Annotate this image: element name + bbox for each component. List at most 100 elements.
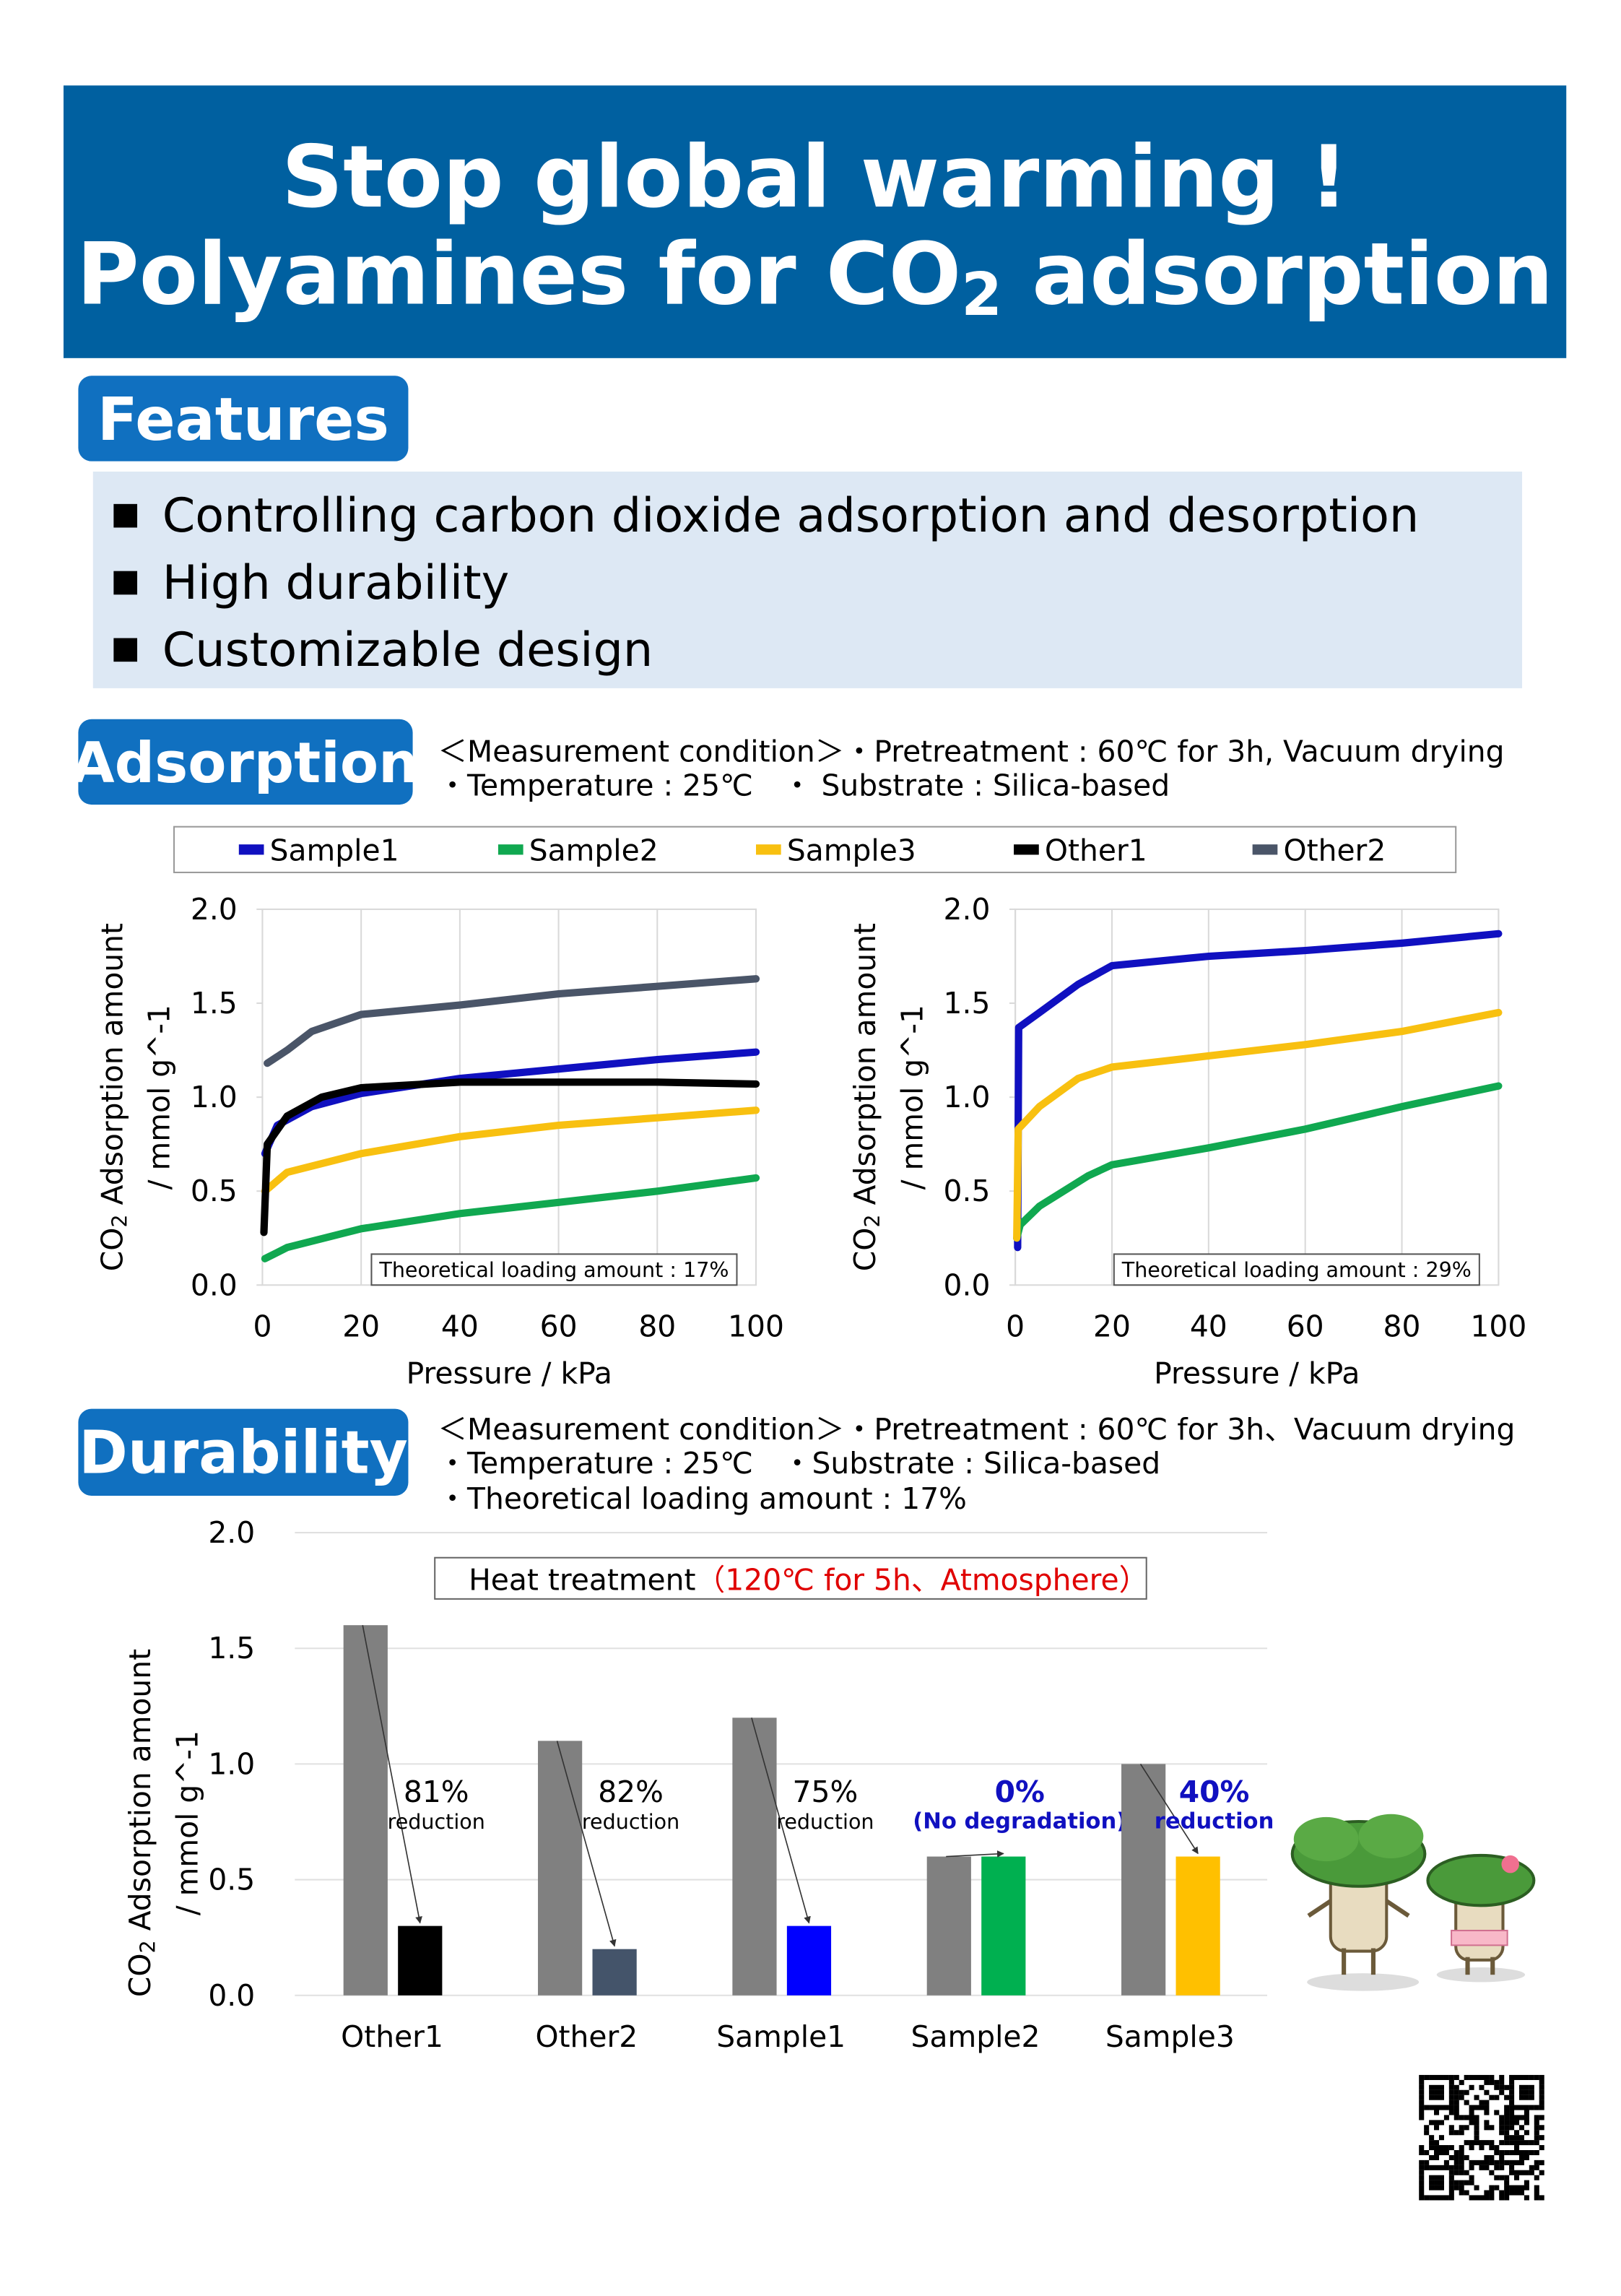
qr-module xyxy=(1539,2125,1544,2131)
qr-module xyxy=(1484,2100,1490,2105)
qr-module xyxy=(1443,2074,1449,2080)
qr-module xyxy=(1499,2079,1505,2085)
condition: ・Temperature : 25℃ ・Substrate : Silica-b… xyxy=(438,1446,1160,1481)
qr-module xyxy=(1434,2195,1440,2201)
qr-module xyxy=(1448,2079,1454,2085)
qr-module xyxy=(1489,2154,1495,2160)
y-tick-label: 1.0 xyxy=(191,1080,238,1114)
qr-module xyxy=(1484,2190,1490,2196)
qr-module xyxy=(1518,2140,1524,2146)
qr-module xyxy=(1459,2125,1464,2131)
qr-module xyxy=(1534,2135,1539,2141)
qr-module xyxy=(1459,2094,1464,2100)
qr-module xyxy=(1448,2130,1454,2136)
qr-module xyxy=(1434,2165,1440,2170)
condition: ＜Measurement condition＞・Pretreatment : 6… xyxy=(438,735,1504,769)
qr-module xyxy=(1424,2149,1430,2156)
qr-module xyxy=(1529,2105,1534,2110)
qr-module xyxy=(1484,2159,1490,2165)
qr-module xyxy=(1499,2074,1505,2080)
annotation-box xyxy=(1113,1253,1480,1286)
x-tick-label: 100 xyxy=(1470,1309,1526,1343)
plot-area xyxy=(1014,908,1500,1286)
qr-module xyxy=(1429,2105,1435,2110)
qr-module xyxy=(1419,2105,1425,2110)
x-tick-label: Other2 xyxy=(535,2019,638,2054)
qr-module xyxy=(1429,2165,1435,2170)
qr-module xyxy=(1524,2195,1529,2201)
qr-module xyxy=(1509,2190,1515,2196)
section-heading: Durability xyxy=(79,1418,408,1487)
qr-module xyxy=(1509,2149,1515,2156)
annotation-note: reduction xyxy=(776,1809,874,1834)
bar xyxy=(538,1741,583,1996)
qr-module xyxy=(1464,2140,1469,2146)
x-tick-label: 20 xyxy=(342,1309,380,1343)
legend-label: Sample3 xyxy=(787,833,916,867)
x-axis-title: Pressure / kPa xyxy=(1154,1356,1360,1391)
x-tick-label: 60 xyxy=(540,1309,578,1343)
qr-module xyxy=(1438,2074,1444,2080)
legend-swatch xyxy=(497,844,523,855)
qr-module xyxy=(1469,2145,1474,2151)
qr-module xyxy=(1443,2105,1449,2110)
condition: ・Theoretical loading amount : 17% xyxy=(438,1481,967,1516)
qr-module xyxy=(1419,2175,1425,2180)
qr-module xyxy=(1504,2175,1510,2180)
qr-module xyxy=(1504,2115,1510,2120)
qr-module xyxy=(1448,2089,1454,2095)
bullet xyxy=(113,638,138,662)
qr-module xyxy=(1499,2130,1505,2136)
y-axis-title: / mmol g^-1 xyxy=(142,1005,177,1190)
qr-module xyxy=(1514,2190,1520,2196)
qr-module xyxy=(1489,2079,1495,2085)
qr-module xyxy=(1524,2074,1529,2080)
y-axis-title-part: Adsorption amount xyxy=(848,923,882,1214)
qr-module xyxy=(1464,2125,1469,2131)
qr-module xyxy=(1479,2084,1485,2090)
qr-module xyxy=(1434,2125,1440,2131)
section-badge xyxy=(78,719,413,805)
qr-module xyxy=(1419,2159,1425,2165)
qr-module xyxy=(1484,2089,1490,2095)
qr-module xyxy=(1509,2089,1515,2095)
x-tick-label: 0 xyxy=(253,1309,271,1343)
qr-module xyxy=(1438,2149,1444,2156)
qr-module xyxy=(1529,2074,1534,2080)
qr-module xyxy=(1529,2170,1534,2175)
qr-module xyxy=(1424,2165,1430,2170)
y-tick-label: 2.0 xyxy=(944,892,991,927)
qr-module xyxy=(1504,2149,1510,2156)
x-tick-label: Sample3 xyxy=(1105,2019,1235,2054)
qr-module xyxy=(1484,2120,1490,2126)
qr-module xyxy=(1509,2094,1515,2100)
feature-item: Customizable design xyxy=(162,623,653,677)
qr-module xyxy=(1429,2145,1435,2151)
qr-module xyxy=(1494,2084,1500,2090)
y-tick-label: 1.5 xyxy=(944,986,991,1021)
x-tick-label: 80 xyxy=(1383,1309,1421,1343)
qr-module xyxy=(1448,2165,1454,2170)
qr-module xyxy=(1494,2159,1500,2165)
qr-module xyxy=(1469,2175,1474,2180)
qr-module xyxy=(1518,2074,1524,2080)
qr-module xyxy=(1509,2159,1515,2165)
qr-module xyxy=(1509,2170,1515,2175)
bullet xyxy=(113,503,138,528)
y-axis-title-part: Adsorption amount xyxy=(95,923,129,1214)
qr-module xyxy=(1474,2120,1479,2126)
qr-module xyxy=(1504,2135,1510,2141)
title-sub: 2 xyxy=(961,261,1002,329)
bar xyxy=(981,1856,1026,1996)
qr-module xyxy=(1419,2074,1425,2080)
qr-module xyxy=(1539,2159,1544,2165)
qr-module xyxy=(1479,2195,1485,2201)
qr-module xyxy=(1514,2145,1520,2151)
annotation-note: reduction xyxy=(582,1809,679,1834)
qr-module xyxy=(1489,2170,1495,2175)
qr-module xyxy=(1518,2170,1524,2175)
qr-module xyxy=(1534,2125,1539,2131)
qr-module xyxy=(1434,2180,1440,2185)
qr-module xyxy=(1419,2100,1425,2105)
qr-module xyxy=(1448,2105,1454,2110)
